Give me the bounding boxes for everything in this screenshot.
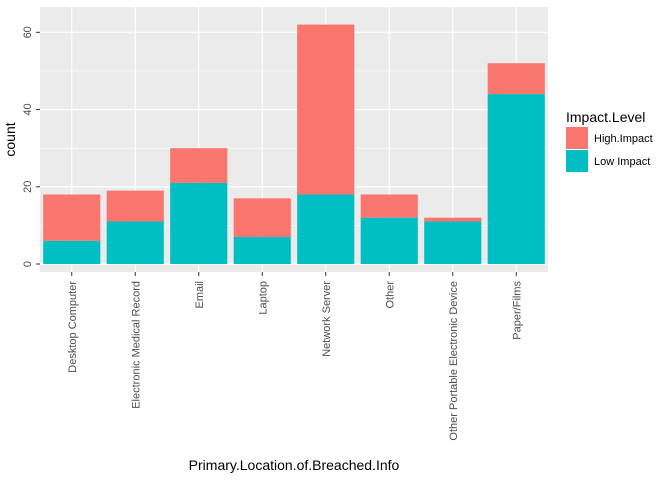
x-tick-label: Laptop <box>257 281 269 315</box>
x-tick-label: Paper/Films <box>511 281 523 340</box>
bar-segment <box>487 94 545 264</box>
bar-segment <box>106 221 164 264</box>
legend-swatch <box>566 150 588 172</box>
x-tick-label: Email <box>194 281 206 309</box>
y-tick-label: 20 <box>22 181 34 193</box>
y-axis-ticks: 0 20 40 60 <box>22 26 40 267</box>
bar-segment <box>170 148 228 183</box>
legend: Impact.Level High.Impact Low Impact <box>566 109 653 172</box>
bar-segment <box>106 190 164 222</box>
bar-segment <box>487 63 545 95</box>
x-tick-label: Other Portable Electronic Device <box>448 281 460 441</box>
x-tick-label: Network Server <box>321 281 333 357</box>
x-tick-label: Other <box>384 281 396 309</box>
bar-segment <box>424 221 482 264</box>
legend-title: Impact.Level <box>566 109 645 125</box>
x-axis-ticks: Desktop Computer Electronic Medical Recor… <box>67 272 523 441</box>
x-tick-label: Electronic Medical Record <box>130 281 142 409</box>
legend-label: Low Impact <box>594 156 650 168</box>
x-tick-label: Desktop Computer <box>67 281 79 373</box>
bar-segment <box>233 198 291 237</box>
y-tick-label: 0 <box>22 261 34 267</box>
y-tick-label: 60 <box>22 26 34 38</box>
bar-segment <box>233 236 291 264</box>
y-tick-label: 40 <box>22 103 34 115</box>
bar-segment <box>170 182 228 264</box>
legend-label: High.Impact <box>594 133 653 145</box>
bar-segment <box>424 217 482 222</box>
bar-segment <box>43 194 101 241</box>
legend-swatch <box>566 127 588 149</box>
bar-segment <box>360 194 418 218</box>
bars <box>43 24 545 264</box>
bar-segment <box>43 240 101 264</box>
bar-segment <box>297 24 355 195</box>
bar-segment <box>297 194 355 264</box>
x-axis-title: Primary.Location.of.Breached.Info <box>189 457 400 473</box>
y-axis-title: count <box>2 122 18 156</box>
bar-segment <box>360 217 418 264</box>
